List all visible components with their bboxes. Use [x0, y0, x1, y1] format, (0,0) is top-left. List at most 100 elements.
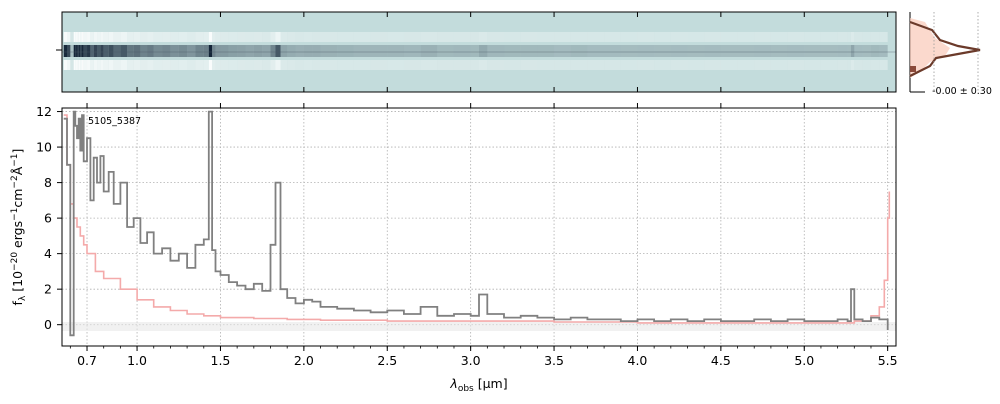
trace-cell [420, 45, 438, 57]
trace-cell [312, 45, 321, 57]
halo-cell [754, 32, 771, 42]
trace-cell [787, 45, 805, 57]
halo-cell [133, 60, 141, 70]
trace-cell [262, 45, 271, 57]
halo-cell [120, 32, 128, 42]
spectrum-2d-trace [63, 32, 888, 70]
trace-cell [587, 45, 605, 57]
x-tick-label: 4.5 [711, 353, 731, 368]
halo-cell [303, 60, 313, 70]
halo-cell [337, 32, 354, 42]
halo-cell [854, 60, 863, 70]
halo-cell [687, 60, 705, 70]
halo-cell [73, 60, 76, 70]
trace-cell [504, 45, 521, 57]
halo-cell [245, 32, 254, 42]
halo-cell [353, 32, 371, 42]
profile-label: -0.00 ± 0.30 [932, 86, 992, 97]
trace-cell [67, 45, 71, 57]
halo-cell [93, 60, 98, 70]
halo-cell [520, 60, 538, 70]
trace-cell [80, 45, 83, 57]
halo-cell [70, 60, 74, 70]
x-tick-label: 5.0 [794, 353, 814, 368]
y-axis-label: fλ [10−20 ergs−1cm−2Å−1] [10, 149, 28, 306]
halo-cell [140, 60, 148, 70]
trace-cell [77, 45, 79, 57]
halo-cell [103, 60, 109, 70]
halo-cell [337, 60, 354, 70]
trace-cell [237, 45, 246, 57]
spectrum-2d-ticks [56, 12, 889, 92]
halo-cell [275, 32, 281, 42]
trace-cell [737, 45, 755, 57]
trace-cell [120, 45, 128, 57]
halo-cell [312, 32, 321, 42]
halo-cell [295, 32, 304, 42]
x-tick-label: 1.0 [127, 353, 147, 368]
trace-cell [654, 45, 671, 57]
trace-cell [403, 45, 421, 57]
halo-cell [67, 60, 71, 70]
halo-cell [253, 60, 263, 70]
halo-cell [320, 32, 338, 42]
trace-cell [270, 45, 276, 57]
halo-cell [770, 32, 788, 42]
trace-cell [275, 45, 281, 57]
trace-cell [879, 45, 888, 57]
halo-cell [77, 60, 79, 70]
halo-cell [287, 32, 296, 42]
halo-cell [228, 32, 238, 42]
zero-band [62, 322, 896, 331]
trace-cell [303, 45, 313, 57]
halo-cell [654, 60, 671, 70]
trace-cell [203, 45, 209, 57]
trace-cell [470, 45, 479, 57]
halo-cell [262, 60, 271, 70]
halo-cell [103, 32, 109, 42]
trace-cell [212, 45, 216, 57]
halo-cell [312, 60, 321, 70]
halo-cell [280, 60, 288, 70]
y-tick-label: 12 [36, 104, 52, 119]
trace-cell [337, 45, 354, 57]
trace-cell [253, 45, 263, 57]
trace-cell [320, 45, 338, 57]
trace-cell [804, 45, 821, 57]
halo-cell [387, 32, 404, 42]
halo-cell [80, 32, 83, 42]
trace-cell [82, 45, 84, 57]
trace-cell [453, 45, 471, 57]
halo-cell [90, 60, 94, 70]
trace-cell [537, 45, 555, 57]
halo-cell [437, 60, 454, 70]
halo-cell [770, 60, 788, 70]
halo-cell [212, 32, 216, 42]
trace-cell [620, 45, 638, 57]
halo-cell [147, 60, 154, 70]
halo-cell [837, 60, 848, 70]
halo-cell [212, 60, 216, 70]
trace-cell [604, 45, 621, 57]
halo-cell [820, 32, 838, 42]
trace-cell [103, 45, 109, 57]
halo-cell [504, 32, 521, 42]
halo-cell [83, 32, 88, 42]
halo-cell [70, 32, 74, 42]
trace-cell [479, 45, 488, 57]
halo-cell [620, 32, 638, 42]
halo-cell [504, 60, 521, 70]
halo-cell [295, 60, 304, 70]
spectrum-2d-panel [56, 11, 897, 93]
x-axis-ticks: 0.7 1.0 1.5 2.0 2.5 3.0 3.5 4.0 4.5 5.0 5.5 [69, 103, 898, 368]
trace-cell [850, 45, 855, 57]
halo-cell [854, 32, 863, 42]
halo-cell [262, 32, 271, 42]
halo-cell [170, 32, 179, 42]
halo-cell [82, 32, 84, 42]
halo-cell [353, 60, 371, 70]
halo-cell [120, 60, 128, 70]
x-tick-label: 5.5 [878, 353, 898, 368]
x-tick-label: 0.7 [77, 353, 97, 368]
trace-cell [97, 45, 101, 57]
